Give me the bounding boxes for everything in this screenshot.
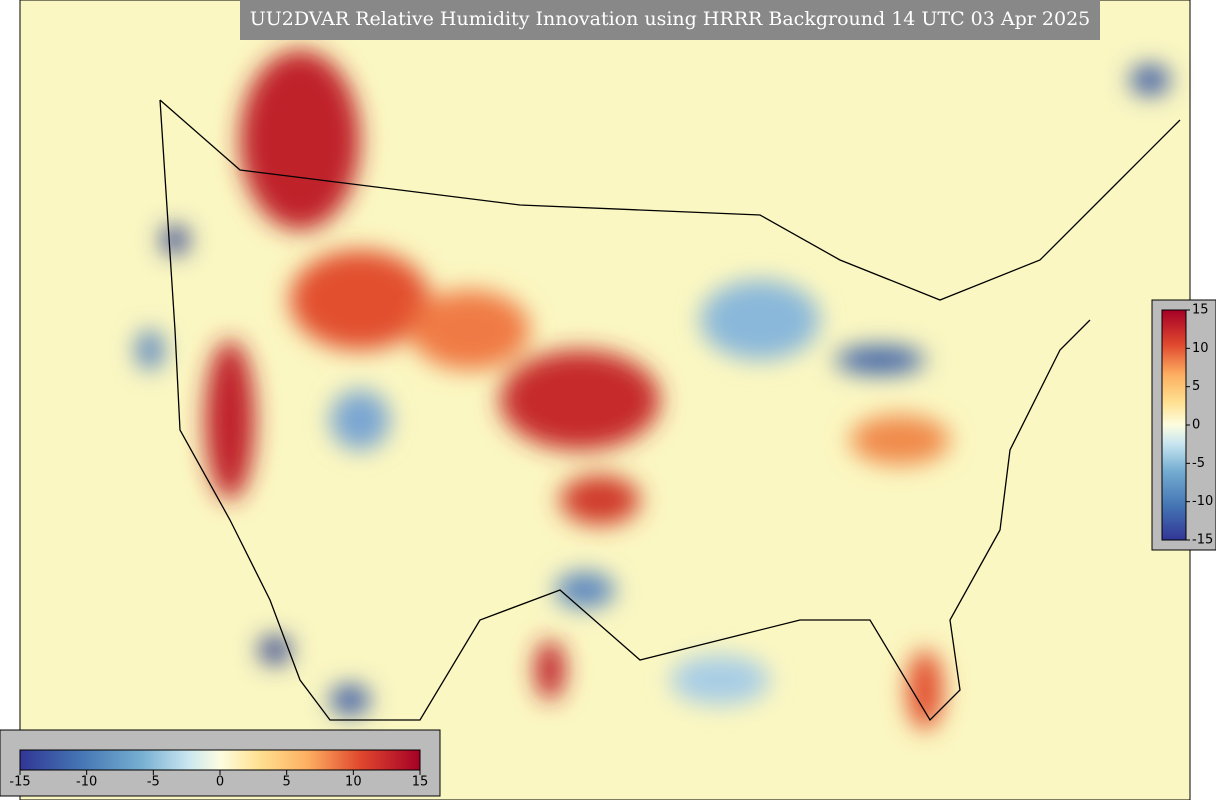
tick-label: 10 [1192,341,1209,356]
colorbar-ticks: -15 -10 -5 0 5 10 15 15 10 5 0 -5 -10 -15 [9,303,1213,790]
colorbar [19,749,421,771]
tick-label: -5 [147,775,160,790]
coastline [159,99,1181,722]
tick-label: -10 [1192,494,1213,509]
tick-label: -5 [1192,456,1205,471]
tick-label: 5 [283,775,291,790]
tick-label: 0 [216,775,224,790]
tick-label: -15 [9,775,30,790]
title-box [240,0,1100,40]
tick-label: 0 [1192,418,1200,433]
tick-label: 10 [345,775,362,790]
tick-label: -15 [1192,533,1213,548]
colorbar [1161,309,1187,541]
tick-label: 15 [412,775,429,790]
tick-label: 5 [1192,379,1200,394]
tick-label: -10 [76,775,97,790]
map-title: UU2DVAR Relative Humidity Innovation usi… [250,8,1091,30]
tick-label: 15 [1192,303,1209,318]
field [136,50,1170,730]
